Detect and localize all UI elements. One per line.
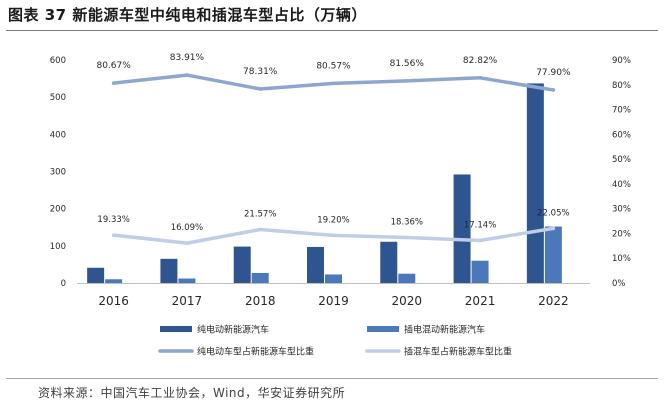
- bev-share-label: 78.31%: [243, 67, 278, 77]
- y-left-tick-label: 0: [61, 279, 66, 289]
- phev-share-point: [331, 233, 336, 238]
- phev-bar: [325, 274, 342, 283]
- bev-share-label: 77.90%: [536, 68, 571, 78]
- bev-bar: [233, 246, 251, 283]
- bev-share-point: [185, 73, 189, 77]
- phev-share-point: [478, 238, 482, 243]
- bev-bar: [380, 241, 398, 283]
- y-right-tick-label: 10%: [612, 254, 631, 264]
- bev-bar: [453, 174, 471, 283]
- x-tick-label: 2019: [318, 294, 349, 308]
- y-left-tick-label: 500: [50, 93, 66, 103]
- y-left-tick-label: 300: [50, 168, 66, 178]
- y-right-tick-label: 30%: [612, 205, 631, 215]
- bev-share-label: 82.82%: [463, 56, 498, 66]
- y-left-tick-label: 100: [50, 242, 66, 252]
- phev-share-point: [551, 226, 556, 231]
- bev-bar: [526, 83, 544, 283]
- y-right-tick-label: 0%: [612, 279, 626, 289]
- y-left-tick-label: 200: [50, 205, 66, 215]
- bev-share-point: [331, 81, 336, 86]
- axes: 0 100 200 300 400 500 600 0% 10% 20% 30% 40% 50% 60% 7…: [50, 56, 631, 308]
- title-divider: [6, 30, 658, 31]
- legend-label: 插电混动新能源汽车: [404, 324, 485, 336]
- y-right-tick-label: 80%: [612, 81, 631, 91]
- bev-share-point: [258, 87, 263, 91]
- bev-share-point: [111, 81, 116, 85]
- bev-share-point: [551, 88, 556, 92]
- legend-label: 纯电动新能源汽车: [197, 324, 269, 336]
- x-tick-label: 2018: [245, 294, 276, 308]
- legend-swatch: [160, 326, 192, 332]
- x-tick-label: 2020: [392, 294, 423, 308]
- legend-label: 插混车型占新能源车型比重: [404, 346, 512, 358]
- bev-bar: [307, 246, 324, 283]
- bev-bar: [87, 267, 105, 283]
- phev-bar: [251, 272, 269, 283]
- phev-share-label: 16.09%: [171, 223, 203, 233]
- phev-share-point: [185, 241, 189, 245]
- phev-share-label: 18.36%: [391, 218, 423, 228]
- x-tick-label: 2016: [98, 294, 129, 308]
- source-divider: [6, 378, 658, 379]
- y-right-tick-label: 40%: [612, 180, 631, 190]
- share-lines: [111, 73, 556, 245]
- phev-bar: [544, 226, 562, 283]
- x-tick-label: 2017: [172, 294, 203, 308]
- x-tick-label: 2021: [465, 294, 496, 308]
- bev-share-label: 83.91%: [170, 53, 205, 63]
- phev-bar: [178, 278, 196, 283]
- legend-swatch: [367, 326, 399, 332]
- phev-share-point: [258, 227, 263, 232]
- chart-title: 图表 37 新能源车型中纯电和插混车型占比（万辆）: [8, 6, 367, 24]
- bev-share-label: 80.57%: [316, 61, 351, 71]
- y-left-tick-label: 600: [50, 56, 66, 66]
- legend-label: 纯电动车型占新能源车型比重: [197, 346, 314, 358]
- phev-bar: [105, 279, 123, 283]
- phev-share-label: 19.33%: [97, 215, 129, 225]
- phev-share-label: 22.05%: [537, 208, 569, 218]
- y-right-tick-label: 60%: [612, 130, 631, 140]
- phev-share-label: 19.20%: [317, 215, 349, 225]
- data-labels: 80.67% 83.91% 78.31% 80.57% 81.56% 82.82% 77.9…: [96, 53, 570, 233]
- phev-share-label: 21.57%: [244, 210, 276, 220]
- phev-share-label: 17.14%: [464, 221, 496, 231]
- bev-share-point: [478, 75, 482, 80]
- source-note: 资料来源：中国汽车工业协会，Wind，华安证券研究所: [38, 386, 346, 400]
- phev-share-point: [404, 235, 409, 240]
- bev-bar: [160, 258, 178, 283]
- bev-share-label: 81.56%: [390, 59, 425, 69]
- bev-share-point: [404, 79, 409, 83]
- y-right-tick-label: 20%: [612, 229, 631, 239]
- phev-bar: [398, 273, 416, 283]
- phev-bar: [471, 260, 489, 283]
- y-left-tick-label: 400: [50, 130, 66, 140]
- bars: [87, 83, 562, 283]
- y-right-tick-label: 50%: [612, 155, 631, 165]
- y-right-tick-label: 70%: [612, 106, 631, 116]
- x-tick-label: 2022: [538, 294, 569, 308]
- y-right-tick-label: 90%: [612, 56, 631, 66]
- bev-share-label: 80.67%: [96, 61, 131, 71]
- phev-share-point: [111, 233, 116, 237]
